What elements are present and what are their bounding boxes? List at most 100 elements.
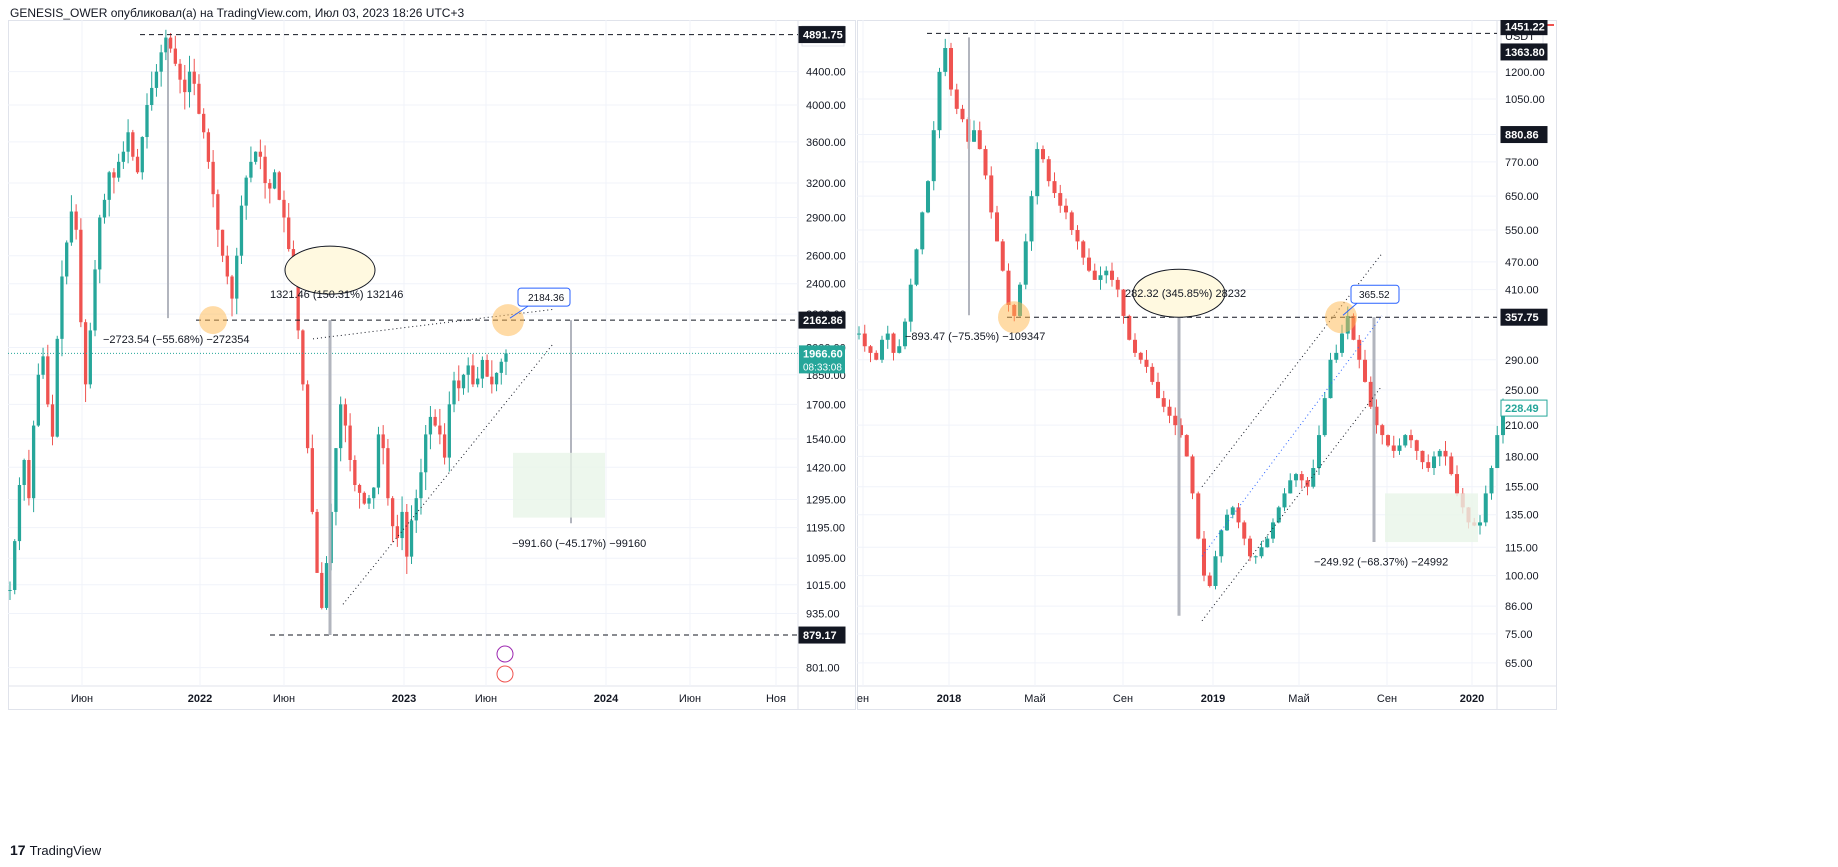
candle-body bbox=[282, 199, 286, 218]
candle-body bbox=[244, 177, 248, 206]
candle-body bbox=[55, 338, 59, 437]
candle-body bbox=[178, 63, 182, 80]
candle-body bbox=[31, 425, 36, 499]
candle-body bbox=[69, 211, 74, 243]
channel-bottom bbox=[1201, 385, 1383, 622]
candle-body bbox=[1293, 474, 1299, 481]
candle-body bbox=[494, 372, 499, 385]
candle-body bbox=[977, 130, 982, 150]
candle-body bbox=[79, 229, 83, 323]
y-tick-label: 135.00 bbox=[1505, 510, 1539, 522]
candle-body bbox=[315, 511, 319, 573]
badge-high-box bbox=[798, 26, 846, 44]
candle-body bbox=[504, 353, 508, 362]
candle-body bbox=[357, 484, 362, 493]
badge-level: 2162.86 bbox=[803, 315, 843, 327]
candle-body bbox=[1489, 468, 1494, 494]
y-tick-label: 1195.00 bbox=[806, 523, 845, 535]
candle-body bbox=[937, 71, 942, 131]
candle-body bbox=[1006, 270, 1011, 305]
candle-body bbox=[433, 416, 437, 426]
candle-body bbox=[27, 459, 31, 499]
target-annotation: −991.60 (−45.17%) −99160 bbox=[512, 538, 646, 550]
y-tick-label: 2400.00 bbox=[806, 279, 846, 291]
x-tick-label: Май bbox=[1288, 693, 1310, 705]
y-tick-label: 3600.00 bbox=[806, 137, 846, 149]
candle-body bbox=[1017, 284, 1023, 316]
candle-body bbox=[376, 434, 381, 488]
candle-body bbox=[447, 404, 451, 458]
candle-body bbox=[1224, 514, 1230, 531]
candle-body bbox=[983, 149, 988, 176]
candle-body bbox=[60, 276, 64, 339]
candle-body bbox=[1483, 493, 1488, 523]
badge-high: 4891.75 bbox=[803, 30, 843, 42]
candle-body bbox=[1368, 381, 1373, 407]
candle-body bbox=[287, 217, 291, 250]
badge-last-box bbox=[799, 345, 845, 374]
candle-body bbox=[409, 520, 414, 557]
chart-left[interactable]: USD4400.004000.003600.003200.002900.0026… bbox=[8, 20, 856, 710]
badge-countdown: 08:33:08 bbox=[803, 362, 842, 373]
candle-body bbox=[1190, 456, 1195, 494]
candle-body bbox=[1219, 530, 1224, 557]
candle-body bbox=[1391, 445, 1396, 451]
y-tick-label: 1295.00 bbox=[806, 495, 846, 507]
candle-body bbox=[13, 541, 17, 590]
rise-ellipse bbox=[1132, 268, 1226, 318]
candle-body bbox=[107, 172, 111, 200]
candle-body bbox=[1040, 149, 1046, 160]
candle-body bbox=[121, 151, 126, 162]
rise-ellipse bbox=[284, 245, 376, 295]
candle-body bbox=[1132, 339, 1138, 353]
candle-body bbox=[1138, 352, 1143, 360]
candle-body bbox=[386, 448, 390, 499]
candle-body bbox=[164, 37, 168, 53]
candle-body bbox=[1086, 257, 1092, 271]
candle-body bbox=[920, 212, 925, 250]
candle-body bbox=[1236, 507, 1241, 523]
candle-body bbox=[1029, 196, 1034, 242]
chart-right[interactable]: USDT1200.001050.00880.86770.00650.00550.… bbox=[857, 20, 1557, 710]
callout-label: 2184.36 bbox=[528, 293, 565, 304]
badge-mid: 880.86 bbox=[1505, 130, 1539, 142]
x-tick-label: Сен bbox=[1377, 693, 1397, 705]
candle-body bbox=[140, 137, 144, 173]
candle-body bbox=[1207, 575, 1212, 586]
candle-body bbox=[948, 48, 954, 90]
tradingview-logo: 17 bbox=[10, 842, 26, 858]
candle-body bbox=[1276, 507, 1281, 523]
y-tick-label: 86.00 bbox=[1505, 601, 1533, 613]
candle-body bbox=[954, 89, 959, 109]
candle-body bbox=[187, 71, 192, 93]
x-tick-label: Сен bbox=[1113, 693, 1133, 705]
candle-body bbox=[1495, 435, 1500, 469]
y-tick-label: 4400.00 bbox=[806, 67, 846, 79]
candle-body bbox=[36, 374, 40, 426]
tradingview-footer: 17 TradingView bbox=[10, 842, 101, 858]
candle-body bbox=[1403, 435, 1408, 446]
candle-body bbox=[1270, 522, 1276, 539]
candle-body bbox=[874, 352, 879, 360]
candle-body bbox=[135, 156, 140, 173]
candle-body bbox=[1023, 241, 1028, 285]
candle-body bbox=[452, 380, 456, 405]
candle-body bbox=[1374, 406, 1379, 426]
badge-low: 879.17 bbox=[803, 630, 837, 642]
candle-body bbox=[8, 589, 12, 591]
candle-body bbox=[1357, 339, 1362, 360]
candle-body bbox=[414, 498, 418, 521]
touch-circle bbox=[199, 306, 227, 335]
candle-body bbox=[206, 132, 211, 162]
y-tick-label: 155.00 bbox=[1505, 482, 1539, 494]
badge-last: 228.49 bbox=[1505, 403, 1539, 415]
y-tick-label: 2600.00 bbox=[806, 251, 846, 263]
x-tick-label: Май bbox=[1024, 693, 1046, 705]
candle-body bbox=[112, 172, 116, 178]
candle-body bbox=[216, 194, 220, 230]
x-tick-label: 2020 bbox=[1460, 693, 1484, 705]
candle-body bbox=[88, 330, 92, 385]
candle-body bbox=[1385, 435, 1391, 446]
candle-body bbox=[480, 359, 485, 379]
publish-info: GENESIS_OWER опубликовал(а) на TradingVi… bbox=[10, 6, 465, 20]
